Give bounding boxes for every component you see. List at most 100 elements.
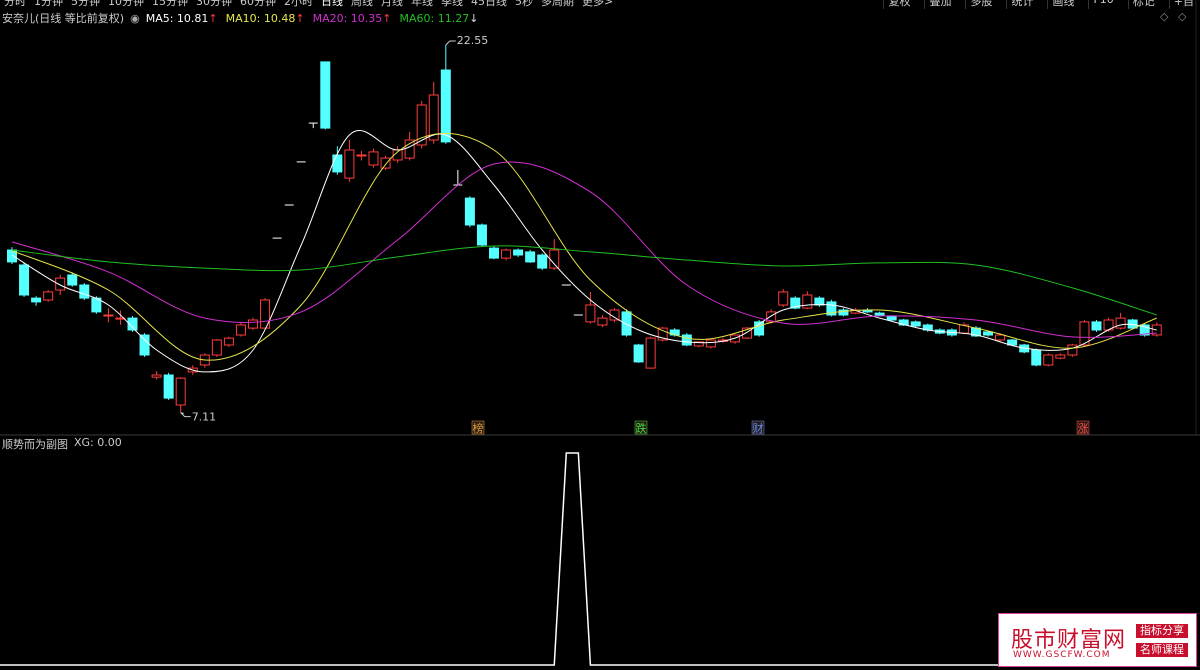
candle-body: [1079, 321, 1090, 346]
period-tab[interactable]: 10分钟: [108, 0, 144, 8]
period-tab[interactable]: 15分钟: [152, 0, 188, 8]
period-tab[interactable]: 年线: [411, 0, 433, 8]
period-tab[interactable]: 分时: [4, 0, 26, 8]
candle-body: [163, 374, 174, 399]
candle-body: [790, 297, 801, 309]
candle-body: [826, 301, 837, 316]
tool-button[interactable]: 多股: [965, 0, 996, 9]
candle-body: [645, 337, 656, 369]
candle-body: [67, 274, 78, 286]
annotation-arrow: [445, 40, 456, 46]
period-tab[interactable]: 60分钟: [240, 0, 276, 8]
candle-body: [838, 309, 849, 316]
period-tab[interactable]: 30分钟: [196, 0, 232, 8]
period-tab[interactable]: 2小时: [284, 0, 313, 8]
candle-body: [320, 61, 331, 129]
candle-body: [754, 321, 765, 336]
signal-badge: [751, 420, 765, 435]
candle-body: [814, 297, 825, 306]
period-tab[interactable]: 45日线: [471, 0, 507, 8]
candle-body: [1043, 354, 1054, 366]
candle-body: [260, 299, 271, 329]
candle-body: [802, 294, 813, 309]
tool-toolbar: 复权 叠加 多股 统计 画线 F10 标记 +自: [873, 0, 1198, 9]
ma-arrow: ↓: [469, 11, 479, 25]
candle-body: [115, 317, 126, 320]
tool-button[interactable]: 标记: [1127, 0, 1159, 9]
period-tab[interactable]: 5分钟: [71, 0, 100, 8]
candle-body: [513, 249, 524, 256]
candle-body: [332, 154, 343, 173]
watermark-url: WWW.GSCFW.COM: [1013, 650, 1111, 660]
tool-button[interactable]: 叠加: [924, 0, 955, 9]
watermark-name: 股市财富网: [1011, 628, 1127, 653]
candle-body: [464, 197, 475, 226]
candle-body: [428, 94, 439, 141]
period-tab[interactable]: 日线: [321, 0, 343, 8]
tool-button[interactable]: +自: [1168, 0, 1198, 9]
candle-body: [886, 315, 897, 321]
signal-label: 榜: [473, 421, 484, 435]
candle-body: [489, 247, 499, 259]
candle-body: [778, 291, 789, 306]
candle-body: [103, 314, 114, 317]
candle-body: [766, 311, 777, 323]
candle-body: [1067, 344, 1078, 356]
tool-button[interactable]: 画线: [1047, 0, 1078, 9]
ma-legend: MA5: 10.81: [145, 11, 209, 25]
candle-body: [175, 377, 186, 406]
candle-body: [657, 327, 668, 341]
candle-body: [681, 334, 692, 346]
period-tab[interactable]: 周线: [351, 0, 373, 8]
candle-body: [404, 139, 415, 159]
tool-button[interactable]: 复权: [883, 0, 914, 9]
candle-body: [995, 334, 1006, 341]
signal-badge: [471, 420, 485, 435]
candle-body: [874, 312, 885, 316]
signal-label: 财: [753, 421, 764, 435]
icon[interactable]: ◇: [1178, 10, 1187, 23]
tool-button[interactable]: F10: [1088, 0, 1117, 9]
candle-body: [742, 327, 753, 339]
candle-body: [1031, 349, 1042, 366]
candle-body: [344, 149, 355, 179]
period-tab[interactable]: 月线: [381, 0, 403, 8]
sub-header: 顺势而为副图 XG: 0.00: [2, 436, 128, 452]
candle-body: [248, 319, 258, 329]
candle-body: [79, 284, 90, 299]
period-tab[interactable]: 季线: [441, 0, 463, 8]
settings-icon[interactable]: ◉: [130, 11, 140, 25]
candle-body: [597, 317, 608, 326]
ma-arrow: ↑: [382, 11, 392, 25]
watermark-tag: 名师课程: [1136, 643, 1188, 657]
candle-body: [621, 311, 632, 336]
tool-button[interactable]: 统计: [1006, 0, 1037, 9]
period-tab[interactable]: 1分钟: [34, 0, 63, 8]
candle-body: [235, 324, 246, 336]
icon[interactable]: ◇: [1160, 10, 1169, 23]
watermark: 股市财富网 指标分享 名师课程 WWW.GSCFW.COM: [998, 613, 1197, 667]
ma-legend: MA60: 11.27: [399, 11, 470, 25]
candle-body: [211, 339, 222, 356]
sub-legend: XG: 0.00: [74, 436, 122, 449]
candle-body: [983, 331, 994, 336]
candle-body: [127, 317, 138, 331]
candle-body: [1055, 354, 1066, 359]
candle-body: [633, 344, 644, 363]
candle-body: [910, 321, 921, 327]
period-tab[interactable]: 更多>: [582, 0, 614, 8]
ma-line: [11, 132, 1157, 361]
candle-body: [549, 249, 560, 269]
stock-title: 安奈儿(日线 等比前复权): [2, 12, 125, 25]
period-toolbar: 分时 1分钟 5分钟 10分钟 15分钟 30分钟 60分钟 2小时 日线 周线 月线 年线 季线 45日…: [4, 0, 621, 8]
candle-body: [1115, 317, 1126, 329]
candle-body: [19, 264, 30, 296]
period-tab[interactable]: 多周期: [541, 0, 574, 8]
candle-body: [368, 151, 379, 166]
period-tab[interactable]: 5秒: [515, 0, 533, 8]
candle-body: [501, 249, 512, 259]
candle-body: [1139, 324, 1150, 336]
candle-body: [356, 154, 367, 157]
signal-label: 涨: [1078, 422, 1089, 435]
